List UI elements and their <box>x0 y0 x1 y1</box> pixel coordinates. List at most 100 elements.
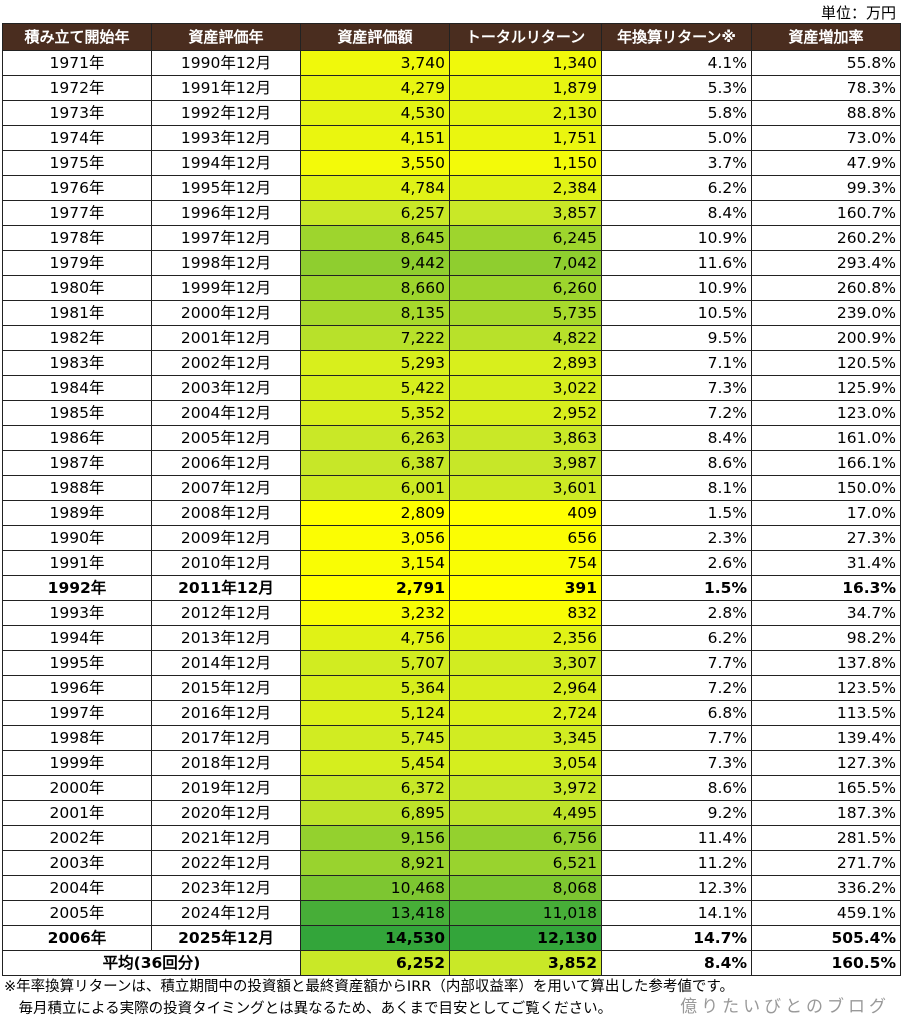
increase-rate-cell: 99.3% <box>751 175 901 201</box>
increase-rate-cell: 260.8% <box>751 275 901 301</box>
annual-return-cell: 5.3% <box>601 75 752 101</box>
average-row: 平均(36回分) 6,252 3,852 8.4% 160.5% <box>2 950 901 976</box>
eval-year-cell: 2016年12月 <box>151 700 301 726</box>
increase-rate-cell: 34.7% <box>751 600 901 626</box>
eval-year-cell: 2013年12月 <box>151 625 301 651</box>
eval-year-cell: 2018年12月 <box>151 750 301 776</box>
average-increase-rate: 160.5% <box>751 950 901 976</box>
eval-year-cell: 2005年12月 <box>151 425 301 451</box>
annual-return-cell: 8.1% <box>601 475 752 501</box>
total-return-cell: 6,521 <box>449 850 602 876</box>
start-year-cell: 1996年 <box>2 675 152 701</box>
start-year-cell: 1982年 <box>2 325 152 351</box>
total-return-cell: 2,356 <box>449 625 602 651</box>
annual-return-cell: 7.1% <box>601 350 752 376</box>
annual-return-cell: 1.5% <box>601 575 752 601</box>
annual-return-cell: 5.0% <box>601 125 752 151</box>
table-row: 1992年 2011年12月 2,791 391 1.5% 16.3% <box>2 575 901 601</box>
eval-year-cell: 1999年12月 <box>151 275 301 301</box>
start-year-cell: 1994年 <box>2 625 152 651</box>
increase-rate-cell: 160.7% <box>751 200 901 226</box>
start-year-cell: 1984年 <box>2 375 152 401</box>
asset-value-cell: 4,151 <box>300 125 450 151</box>
asset-value-cell: 3,550 <box>300 150 450 176</box>
total-return-cell: 409 <box>449 500 602 526</box>
table-row: 1988年 2007年12月 6,001 3,601 8.1% 150.0% <box>2 475 901 501</box>
table-row: 1985年 2004年12月 5,352 2,952 7.2% 123.0% <box>2 400 901 426</box>
footnote-line-2: 毎月積立による実際の投資タイミングとは異なるため、あくまで目安としてご覧ください… <box>4 1001 613 1017</box>
total-return-cell: 6,260 <box>449 275 602 301</box>
increase-rate-cell: 281.5% <box>751 825 901 851</box>
total-return-cell: 4,495 <box>449 800 602 826</box>
annual-return-cell: 2.6% <box>601 550 752 576</box>
increase-rate-cell: 125.9% <box>751 375 901 401</box>
start-year-cell: 2004年 <box>2 875 152 901</box>
footnote-line-1: ※年率換算リターンは、積立期間中の投資額と最終資産額からIRR（内部収益率）を用… <box>4 979 734 995</box>
watermark: 億りたいびとのブログ <box>680 997 890 1017</box>
total-return-cell: 1,150 <box>449 150 602 176</box>
eval-year-cell: 2010年12月 <box>151 550 301 576</box>
annual-return-cell: 14.1% <box>601 900 752 926</box>
col-header-annual-return: 年換算リターン※ <box>601 23 752 51</box>
eval-year-cell: 2024年12月 <box>151 900 301 926</box>
asset-value-cell: 6,895 <box>300 800 450 826</box>
table-row: 1982年 2001年12月 7,222 4,822 9.5% 200.9% <box>2 325 901 351</box>
eval-year-cell: 1994年12月 <box>151 150 301 176</box>
increase-rate-cell: 88.8% <box>751 100 901 126</box>
increase-rate-cell: 113.5% <box>751 700 901 726</box>
table-row: 1983年 2002年12月 5,293 2,893 7.1% 120.5% <box>2 350 901 376</box>
increase-rate-cell: 200.9% <box>751 325 901 351</box>
start-year-cell: 1980年 <box>2 275 152 301</box>
start-year-cell: 1991年 <box>2 550 152 576</box>
table-row: 2006年 2025年12月 14,530 12,130 14.7% 505.4% <box>2 925 901 951</box>
start-year-cell: 1979年 <box>2 250 152 276</box>
annual-return-cell: 10.9% <box>601 225 752 251</box>
total-return-cell: 1,879 <box>449 75 602 101</box>
start-year-cell: 1976年 <box>2 175 152 201</box>
total-return-cell: 656 <box>449 525 602 551</box>
average-total-return: 3,852 <box>449 950 602 976</box>
asset-value-cell: 3,740 <box>300 50 450 76</box>
increase-rate-cell: 98.2% <box>751 625 901 651</box>
start-year-cell: 2001年 <box>2 800 152 826</box>
annual-return-cell: 3.7% <box>601 150 752 176</box>
start-year-cell: 1998年 <box>2 725 152 751</box>
total-return-cell: 2,384 <box>449 175 602 201</box>
start-year-cell: 1990年 <box>2 525 152 551</box>
annual-return-cell: 11.6% <box>601 250 752 276</box>
asset-value-cell: 5,745 <box>300 725 450 751</box>
annual-return-cell: 2.8% <box>601 600 752 626</box>
increase-rate-cell: 187.3% <box>751 800 901 826</box>
total-return-cell: 6,245 <box>449 225 602 251</box>
table-row: 2001年 2020年12月 6,895 4,495 9.2% 187.3% <box>2 800 901 826</box>
asset-value-cell: 6,263 <box>300 425 450 451</box>
total-return-cell: 11,018 <box>449 900 602 926</box>
annual-return-cell: 11.2% <box>601 850 752 876</box>
annual-return-cell: 5.8% <box>601 100 752 126</box>
increase-rate-cell: 127.3% <box>751 750 901 776</box>
start-year-cell: 1992年 <box>2 575 152 601</box>
annual-return-cell: 9.2% <box>601 800 752 826</box>
start-year-cell: 1989年 <box>2 500 152 526</box>
start-year-cell: 1971年 <box>2 50 152 76</box>
eval-year-cell: 2007年12月 <box>151 475 301 501</box>
table-row: 1976年 1995年12月 4,784 2,384 6.2% 99.3% <box>2 175 901 201</box>
eval-year-cell: 1992年12月 <box>151 100 301 126</box>
annual-return-cell: 8.6% <box>601 775 752 801</box>
annual-return-cell: 10.5% <box>601 300 752 326</box>
start-year-cell: 1983年 <box>2 350 152 376</box>
asset-value-cell: 5,364 <box>300 675 450 701</box>
eval-year-cell: 2006年12月 <box>151 450 301 476</box>
start-year-cell: 1978年 <box>2 225 152 251</box>
start-year-cell: 2002年 <box>2 825 152 851</box>
average-label: 平均(36回分) <box>2 950 301 976</box>
increase-rate-cell: 47.9% <box>751 150 901 176</box>
increase-rate-cell: 73.0% <box>751 125 901 151</box>
asset-value-cell: 3,056 <box>300 525 450 551</box>
total-return-cell: 3,345 <box>449 725 602 751</box>
annual-return-cell: 8.4% <box>601 425 752 451</box>
start-year-cell: 1986年 <box>2 425 152 451</box>
start-year-cell: 1999年 <box>2 750 152 776</box>
asset-value-cell: 2,809 <box>300 500 450 526</box>
increase-rate-cell: 17.0% <box>751 500 901 526</box>
